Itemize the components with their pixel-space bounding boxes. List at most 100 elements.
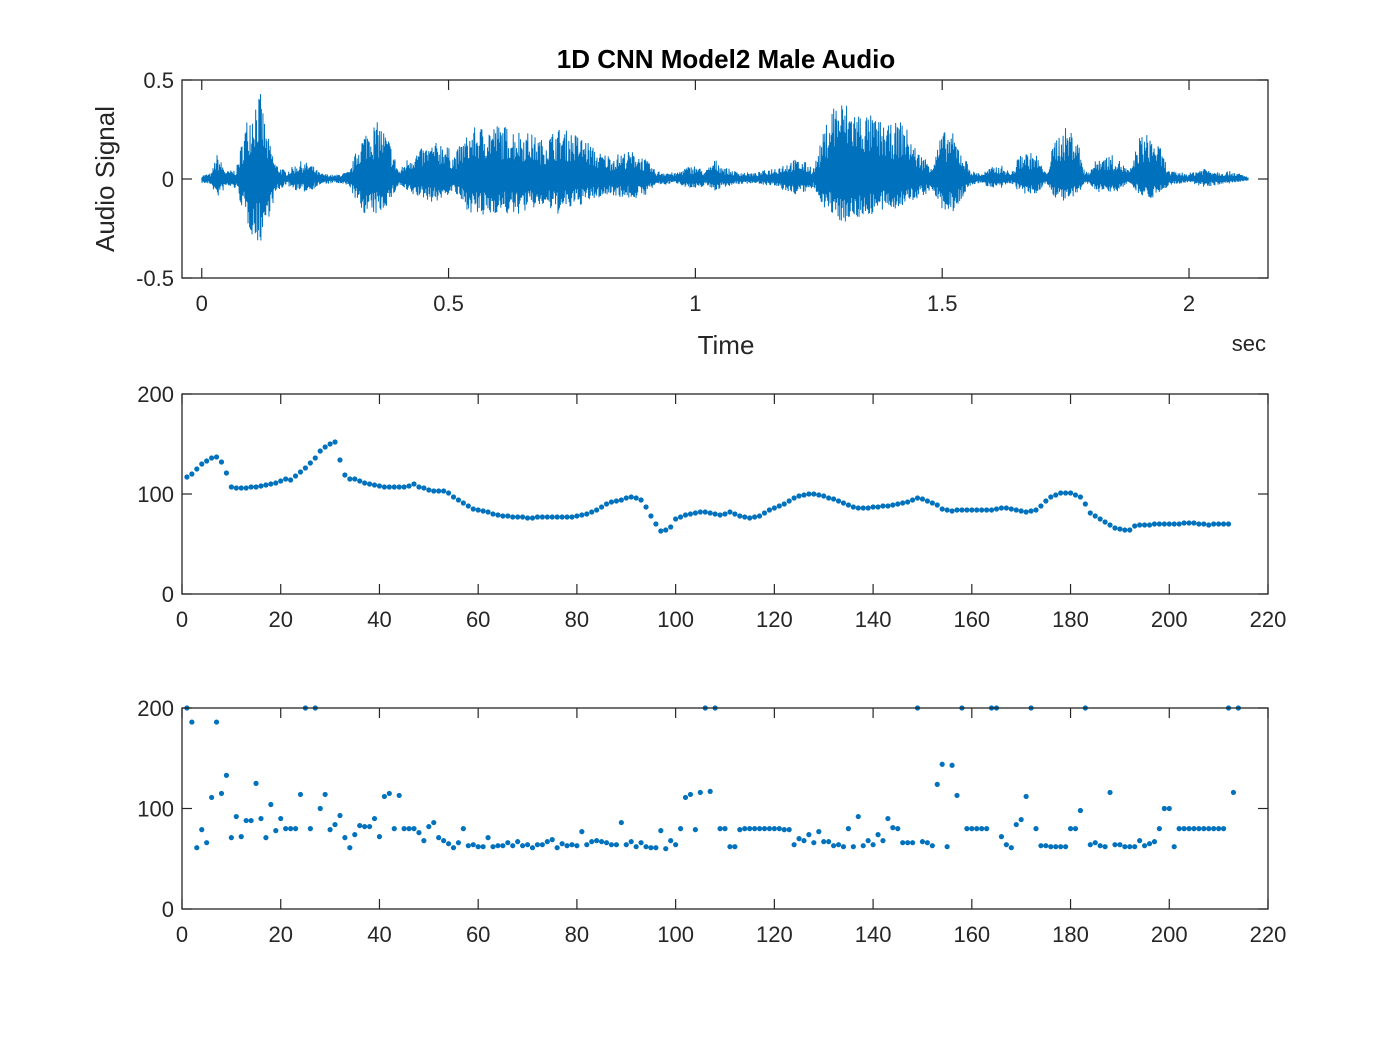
data-point xyxy=(480,844,486,850)
data-point xyxy=(1137,522,1143,528)
data-point xyxy=(366,823,373,830)
data-point xyxy=(1220,826,1227,832)
data-point xyxy=(791,842,797,848)
data-point xyxy=(1067,826,1074,832)
data-point xyxy=(638,840,644,846)
data-point xyxy=(598,504,605,510)
data-point xyxy=(692,827,698,833)
data-point xyxy=(450,845,457,851)
data-point xyxy=(1146,841,1153,847)
data-point xyxy=(850,504,856,510)
data-point xyxy=(263,835,269,841)
data-point xyxy=(633,495,639,501)
data-point xyxy=(697,789,703,796)
x-tick-label: 180 xyxy=(1052,922,1089,947)
data-point xyxy=(1127,527,1133,533)
data-point xyxy=(1008,506,1014,512)
data-point xyxy=(357,478,363,484)
data-point xyxy=(470,842,476,848)
data-point xyxy=(712,511,718,517)
data-point xyxy=(727,509,733,515)
data-point xyxy=(564,843,570,849)
data-point xyxy=(1063,844,1069,850)
data-point xyxy=(732,844,738,850)
data-point xyxy=(845,826,852,832)
data-point xyxy=(1176,826,1182,832)
data-point xyxy=(816,829,822,835)
data-point xyxy=(717,512,723,518)
data-point xyxy=(1028,508,1034,514)
data-point xyxy=(1092,513,1098,519)
data-point xyxy=(885,503,891,509)
data-point xyxy=(475,844,481,850)
data-point xyxy=(900,500,906,506)
data-point xyxy=(845,502,852,508)
data-point xyxy=(307,460,313,466)
data-point xyxy=(1082,501,1088,507)
data-point xyxy=(1117,526,1123,532)
x-tick-label: 160 xyxy=(953,607,990,632)
y-tick-label: 100 xyxy=(137,797,174,822)
data-point xyxy=(584,842,590,848)
data-point xyxy=(796,493,802,499)
data-point xyxy=(475,507,481,513)
data-point xyxy=(786,827,792,833)
data-point xyxy=(756,513,763,519)
data-point xyxy=(638,497,644,503)
data-point xyxy=(939,506,945,512)
panel-bottom-ticks: 0 20 40 60 80 100 120 140 160 180 200 220 0 100 200 xyxy=(137,696,1286,947)
data-point xyxy=(905,840,911,846)
data-point xyxy=(347,845,353,851)
data-point xyxy=(223,470,230,476)
data-point xyxy=(1023,509,1029,515)
data-point xyxy=(821,493,827,499)
data-point xyxy=(628,494,634,500)
data-point xyxy=(1018,508,1024,514)
data-point xyxy=(766,507,773,513)
x-tick-label: 220 xyxy=(1250,922,1287,947)
data-point xyxy=(352,832,358,838)
data-point xyxy=(258,815,264,822)
data-point xyxy=(648,513,654,519)
data-point xyxy=(534,842,541,848)
data-point xyxy=(1053,492,1059,498)
data-point xyxy=(806,832,812,838)
data-point xyxy=(317,805,323,812)
data-point xyxy=(1018,816,1024,823)
data-point xyxy=(796,836,802,842)
data-point xyxy=(1063,490,1069,496)
data-point xyxy=(312,455,318,461)
data-point xyxy=(677,514,684,520)
data-point xyxy=(465,843,471,849)
data-point xyxy=(756,826,763,832)
panel-middle-plot-area xyxy=(184,439,1232,534)
data-point xyxy=(1141,522,1148,528)
data-point xyxy=(781,501,787,507)
data-point xyxy=(564,514,570,520)
data-point xyxy=(919,839,926,845)
data-point xyxy=(396,792,402,799)
data-point xyxy=(569,842,575,848)
data-point xyxy=(855,813,861,820)
data-point xyxy=(628,839,634,845)
data-point xyxy=(909,840,916,846)
data-point xyxy=(944,507,950,513)
data-point xyxy=(490,511,496,517)
data-point xyxy=(1176,521,1182,527)
data-point xyxy=(539,842,545,848)
data-point xyxy=(633,844,639,850)
data-point xyxy=(441,838,447,844)
data-point xyxy=(658,528,664,534)
data-point xyxy=(658,828,664,834)
data-point xyxy=(584,511,590,517)
panel-audio-plot-area xyxy=(201,94,1249,241)
data-point xyxy=(1023,793,1029,800)
data-point xyxy=(273,480,279,486)
data-point xyxy=(1117,842,1123,848)
data-point xyxy=(1201,826,1207,832)
data-point xyxy=(613,498,620,504)
data-point xyxy=(253,780,259,786)
data-point xyxy=(209,455,215,461)
data-point xyxy=(653,521,659,527)
